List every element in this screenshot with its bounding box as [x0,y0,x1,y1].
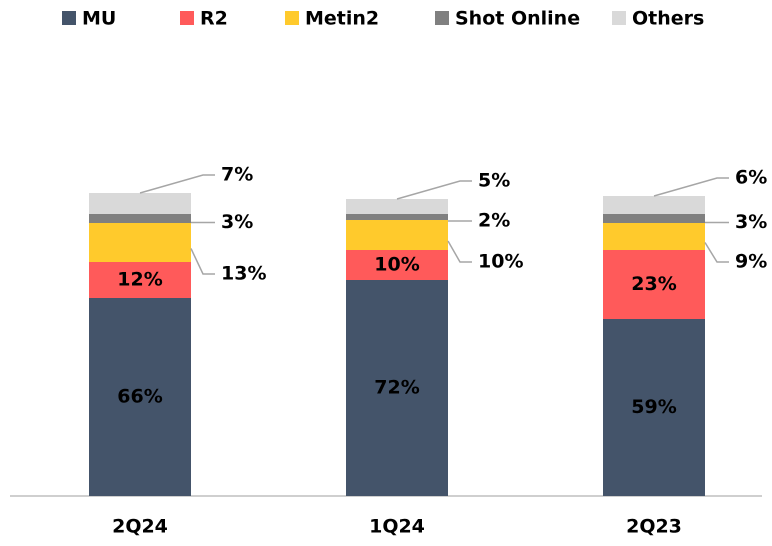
bar-segment [603,196,705,214]
legend-swatch [435,11,449,25]
data-label: 10% [478,251,523,273]
x-tick-label: 1Q24 [369,516,425,538]
data-label: 6% [735,167,767,189]
data-label: 66% [117,386,162,408]
leader-line [447,240,472,263]
bar-segment [346,280,448,496]
legend-swatch [612,11,626,25]
legend-label: Others [632,8,704,30]
data-label: 12% [117,269,162,291]
x-tick-label: 2Q24 [112,516,168,538]
legend-label: Shot Online [455,8,580,30]
data-label: 10% [374,254,419,276]
legend-label: MU [82,8,116,30]
bar-segment [89,193,191,214]
data-label: 2% [478,210,510,232]
leader-line [653,177,729,197]
bar-segment [346,220,448,250]
legend-swatch [180,11,194,25]
bar-segment [603,250,705,319]
legend-swatch [62,11,76,25]
bar-segment [346,250,448,280]
leader-line [704,242,729,263]
data-label: 59% [631,396,676,418]
bar-segment [346,214,448,220]
data-label: 9% [735,251,767,273]
data-label: 13% [221,263,266,285]
data-label: 3% [735,211,767,233]
legend-label: Metin2 [305,8,379,30]
data-label: 72% [374,377,419,399]
bar-segment [346,199,448,214]
legend-swatch [285,11,299,25]
x-tick-label: 2Q23 [626,516,682,538]
bar-segment [89,298,191,496]
bar-segment [603,319,705,496]
data-label: 23% [631,273,676,295]
bar-segment [89,262,191,298]
bar-segment [89,214,191,223]
leader-line [190,248,215,275]
leader-line [396,180,472,200]
data-label: 3% [221,211,253,233]
bar-segment [603,214,705,223]
leader-line [139,174,215,194]
data-label: 7% [221,164,253,186]
legend-label: R2 [200,8,228,30]
bar-segment [89,223,191,262]
bar-segment [603,223,705,250]
data-label: 5% [478,170,510,192]
